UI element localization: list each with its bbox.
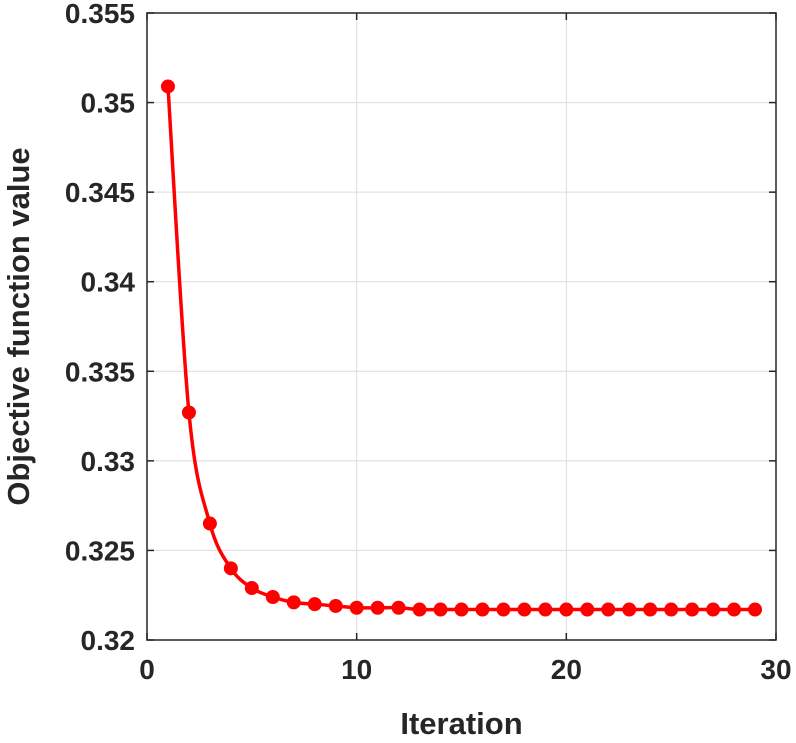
y-axis-label: Objective function value <box>1 147 36 505</box>
data-point <box>706 602 721 617</box>
data-point <box>559 602 574 617</box>
data-point <box>412 602 427 617</box>
data-point <box>286 595 301 610</box>
data-point <box>685 602 700 617</box>
x-tick-label: 0 <box>139 654 155 685</box>
y-tick-label: 0.35 <box>81 88 136 119</box>
data-point <box>328 598 343 613</box>
data-point <box>643 602 658 617</box>
data-point <box>475 602 490 617</box>
data-point <box>223 561 238 576</box>
data-point <box>433 602 448 617</box>
grid-lines <box>147 13 776 640</box>
y-tick-label: 0.355 <box>65 0 135 29</box>
y-tick-label: 0.32 <box>81 625 136 656</box>
data-point <box>370 600 385 615</box>
series-layer <box>160 79 763 617</box>
data-point <box>391 600 406 615</box>
y-tick-label: 0.33 <box>81 446 136 477</box>
data-point <box>517 602 532 617</box>
y-tick-label: 0.34 <box>81 267 136 298</box>
y-tick-label: 0.335 <box>65 356 135 387</box>
data-point <box>538 602 553 617</box>
series-line <box>166 86 756 612</box>
y-axis-ticks: 0.32 0.325 0.33 0.335 0.34 0.345 0.35 0.355 <box>65 0 776 656</box>
data-point <box>496 602 511 617</box>
data-point <box>748 602 763 617</box>
x-tick-label: 30 <box>760 654 791 685</box>
data-point <box>265 590 280 605</box>
data-point <box>727 602 742 617</box>
data-point <box>307 597 322 612</box>
data-point <box>244 581 259 596</box>
data-point <box>202 516 217 531</box>
data-point <box>349 600 364 615</box>
x-tick-label: 10 <box>341 654 372 685</box>
x-tick-label: 20 <box>551 654 582 685</box>
data-point <box>580 602 595 617</box>
data-point <box>160 79 175 94</box>
y-tick-label: 0.325 <box>65 535 135 566</box>
x-axis-label: Iteration <box>400 706 522 741</box>
y-tick-label: 0.345 <box>65 177 135 208</box>
plot-area-frame <box>146 12 777 641</box>
data-point <box>622 602 637 617</box>
data-point <box>664 602 679 617</box>
data-point <box>181 405 196 420</box>
x-axis-ticks: 0 10 20 30 <box>139 13 792 685</box>
data-point <box>601 602 616 617</box>
data-point <box>454 602 469 617</box>
